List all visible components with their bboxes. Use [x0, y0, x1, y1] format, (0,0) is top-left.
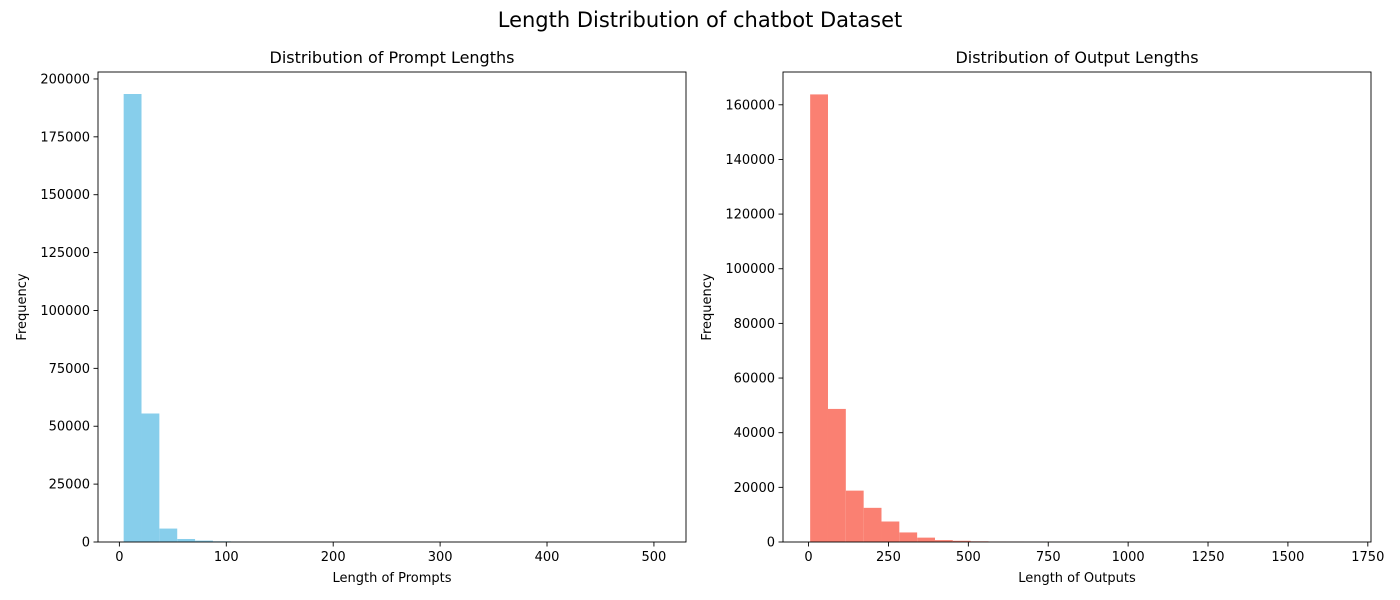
chart1-y-axis-label: Frequency [15, 273, 30, 340]
chart2-y-tick-label: 60000 [734, 372, 775, 387]
chart2-bar [952, 540, 971, 542]
chart2-x-axis-label: Length of Outputs [1018, 571, 1136, 586]
chart1-y-tick-label: 175000 [40, 130, 90, 145]
chart2-bar [827, 408, 846, 542]
chart2-y-tick-label: 0 [767, 536, 775, 551]
figure-title: Length Distribution of chatbot Dataset [497, 8, 903, 32]
chart1-x-tick-label: 0 [115, 550, 123, 565]
chart2-bar [899, 532, 918, 542]
chart2-bar [934, 540, 953, 542]
chart1-bar [141, 413, 160, 542]
chart1-bar [123, 94, 142, 542]
chart1-bar [159, 528, 178, 542]
chart1-x-tick-label: 300 [428, 550, 453, 565]
chart1-y-tick-label: 100000 [40, 304, 90, 319]
chart2-y-tick-label: 80000 [734, 317, 775, 332]
chart2-y-tick-label: 100000 [725, 262, 775, 277]
chart2-panel: 0 250 500 750 1000 1250 1500 1750 0 20000 40000 600… [700, 48, 1384, 586]
chart1-bar [195, 540, 213, 542]
chart1-x-tick-label: 400 [535, 550, 560, 565]
chart1-x-tick-label: 200 [321, 550, 346, 565]
chart2-bar [810, 94, 828, 542]
chart1-y-tick-label: 200000 [40, 72, 90, 87]
chart2-x-tick-label: 750 [1036, 550, 1061, 565]
chart2-y-tick-label: 140000 [725, 153, 775, 168]
chart1-panel: 0 100 200 300 400 500 0 25000 50000 75000 100000 12… [15, 48, 687, 586]
chart2-y-tick-label: 120000 [725, 208, 775, 223]
chart2-bar [881, 521, 900, 542]
chart2-x-tick-label: 0 [804, 550, 812, 565]
chart2-x-tick-label: 1500 [1271, 550, 1304, 565]
chart2-bar [917, 537, 935, 542]
chart2-y-axis-label: Frequency [700, 273, 715, 340]
chart2-y-tick-label: 40000 [734, 426, 775, 441]
chart1-y-tick-label: 25000 [49, 478, 90, 493]
chart1-y-tick-label: 50000 [49, 420, 90, 435]
chart1-title: Distribution of Prompt Lengths [270, 48, 515, 67]
chart2-x-tick-label: 1000 [1112, 550, 1145, 565]
chart1-x-axis-label: Length of Prompts [332, 571, 451, 586]
chart2-bar [845, 490, 864, 542]
chart1-y-tick-label: 125000 [40, 246, 90, 261]
chart2-x-tick-label: 1750 [1351, 550, 1384, 565]
chart2-y-tick-label: 20000 [734, 481, 775, 496]
chart2-title: Distribution of Output Lengths [955, 48, 1198, 67]
chart1-x-tick-label: 500 [642, 550, 667, 565]
chart2-x-tick-label: 500 [956, 550, 981, 565]
chart2-x-tick-label: 250 [876, 550, 901, 565]
chart1-y-tick-label: 0 [82, 536, 90, 551]
chart2-plot-frame [782, 71, 1372, 543]
chart2-y-tick-label: 160000 [725, 98, 775, 113]
chart1-y-tick-label: 75000 [49, 362, 90, 377]
chart1-bar [177, 538, 196, 542]
chart1-x-tick-label: 100 [214, 550, 239, 565]
chart1-plot-frame [97, 71, 687, 543]
chart1-y-tick-label: 150000 [40, 188, 90, 203]
chart2-bar [863, 507, 882, 542]
chart2-x-tick-label: 1250 [1191, 550, 1224, 565]
